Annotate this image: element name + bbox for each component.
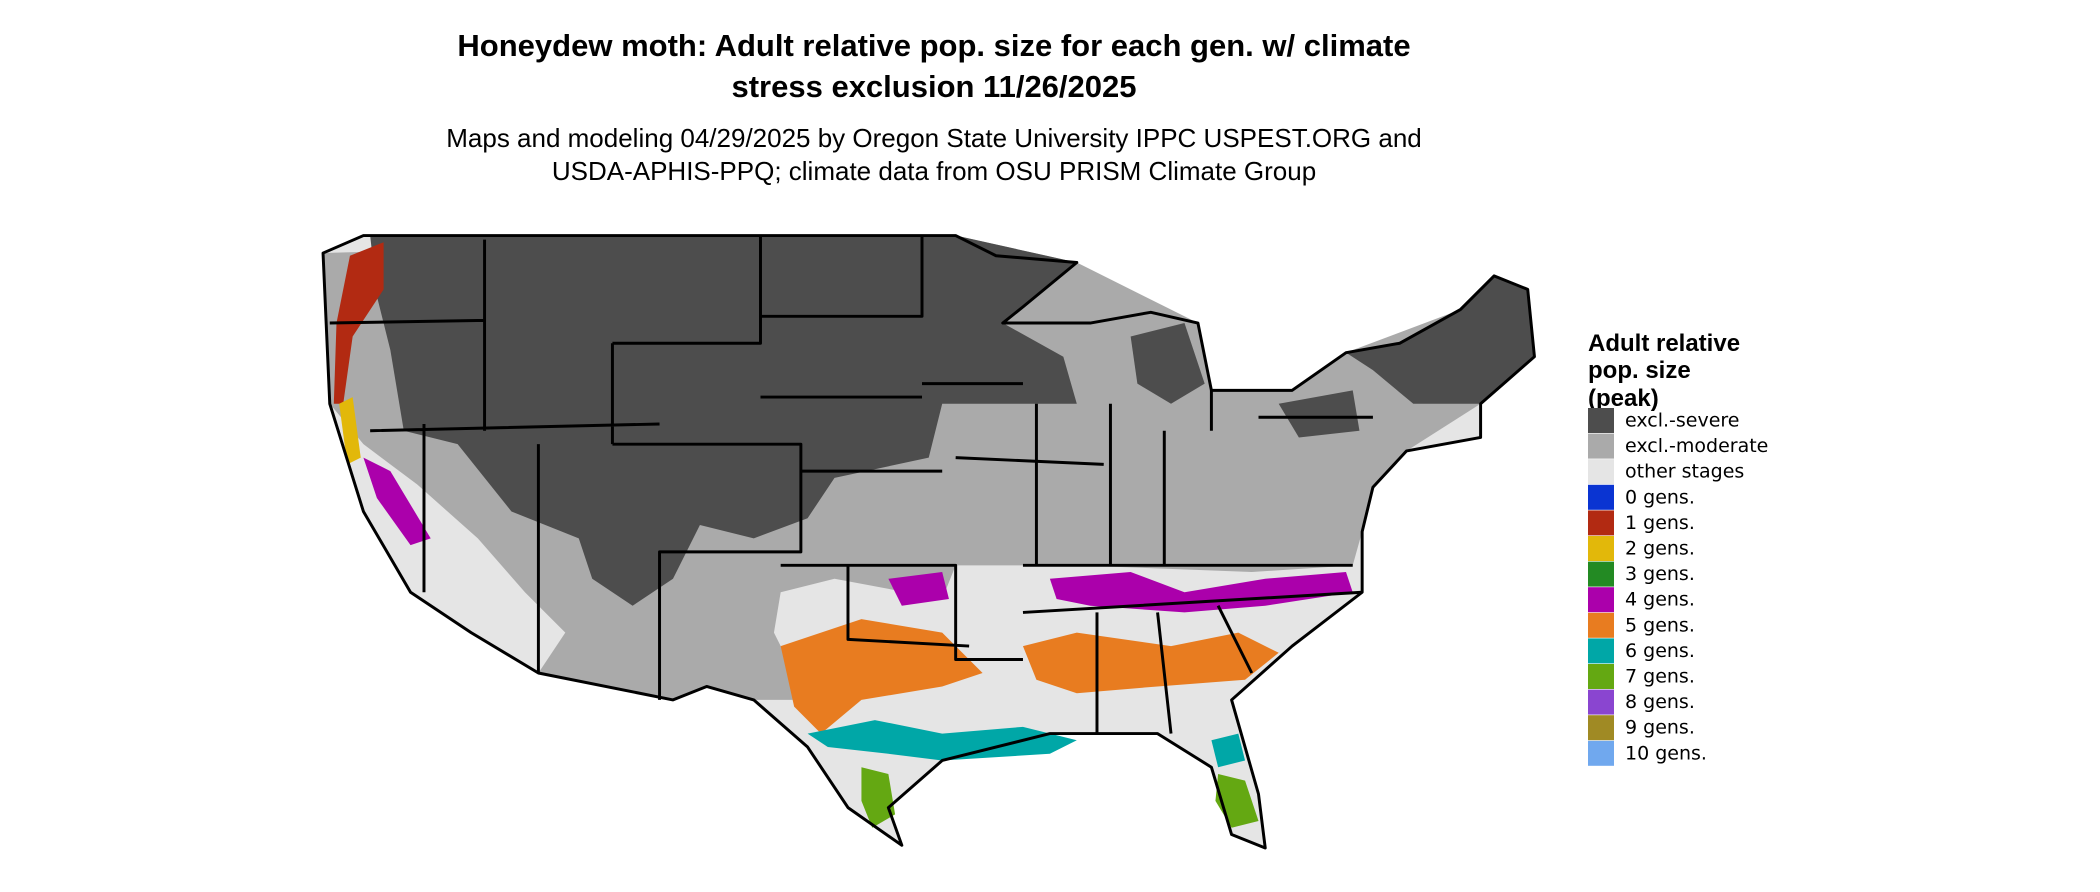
map [321, 234, 1536, 850]
legend-label: 0 gens. [1625, 486, 1695, 508]
legend-swatch [1588, 408, 1614, 433]
legend-swatch [1588, 638, 1614, 664]
subtitle-line: USDA-APHIS-PPQ; climate data from OSU PR… [552, 156, 1316, 186]
map-region [1346, 275, 1535, 404]
legend-label: 7 gens. [1625, 666, 1695, 688]
map-region [861, 767, 896, 828]
map-region [1211, 733, 1246, 768]
map-region [339, 397, 361, 465]
legend-label: excl.-moderate [1625, 435, 1768, 457]
legend-label: excl.-severe [1625, 410, 1740, 432]
legend-swatch [1588, 484, 1614, 510]
subtitle-line: Maps and modeling 04/29/2025 by Oregon S… [446, 123, 1422, 153]
legend-label: 5 gens. [1625, 614, 1695, 636]
title-line: Honeydew moth: Adult relative pop. size … [457, 28, 1410, 63]
legend-label: 10 gens. [1625, 742, 1707, 764]
legend-swatch [1588, 536, 1614, 561]
legend-swatch [1588, 740, 1614, 766]
map-region [1049, 572, 1353, 613]
legend-swatch [1588, 433, 1614, 459]
legend-title-line: (peak) [1588, 385, 1659, 412]
legend-label: 3 gens. [1625, 563, 1695, 585]
legend-label: 2 gens. [1625, 538, 1695, 560]
map-region [807, 720, 1077, 761]
legend-swatch [1588, 587, 1614, 613]
legend-label: 8 gens. [1625, 691, 1695, 713]
map-region [1278, 390, 1360, 438]
legend-swatch [1588, 664, 1614, 689]
map-region [1022, 632, 1279, 694]
state-border [329, 235, 1373, 734]
legend-title-line: Adult relative [1588, 330, 1740, 357]
legend-label: 6 gens. [1625, 640, 1695, 662]
legend-label: 4 gens. [1625, 589, 1695, 611]
legend-title-line: pop. size [1588, 357, 1691, 384]
legend-swatch [1588, 715, 1614, 741]
country-outline [321, 234, 1536, 850]
map-region [363, 457, 431, 546]
map-region [370, 235, 1077, 606]
legend-swatch [1588, 612, 1614, 638]
title-line: stress exclusion 11/26/2025 [731, 69, 1136, 104]
map-region [1130, 323, 1205, 404]
legend-swatch [1588, 459, 1614, 485]
legend-label: 1 gens. [1625, 512, 1695, 534]
legend: Adult relative pop. size (peak) excl.-se… [1588, 330, 1768, 766]
legend-swatch [1588, 510, 1614, 536]
legend-label: 9 gens. [1625, 717, 1695, 739]
legend-swatch [1588, 561, 1614, 587]
legend-swatch [1588, 689, 1614, 715]
map-region [780, 619, 983, 734]
map-region [888, 572, 949, 606]
legend-label: other stages [1625, 461, 1744, 483]
